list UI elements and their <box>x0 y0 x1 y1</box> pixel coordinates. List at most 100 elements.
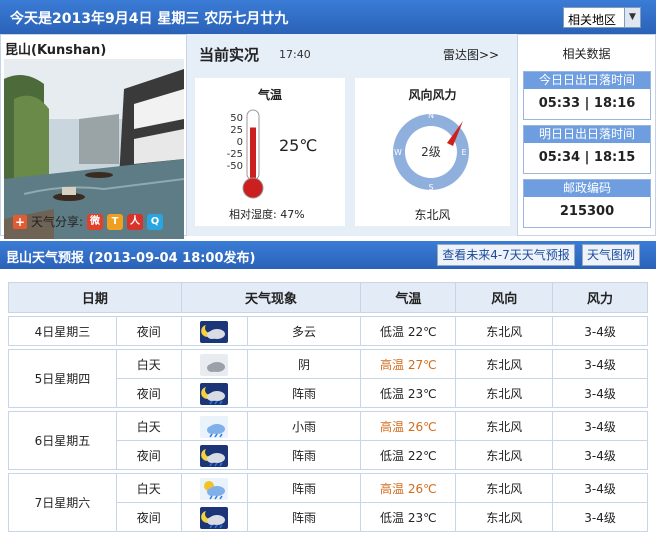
forecast-temp-value: 22℃ <box>407 324 437 339</box>
chevron-down-icon[interactable]: ▼ <box>624 8 640 27</box>
forecast-desc: 小雨 <box>246 411 362 441</box>
row-gap <box>8 407 648 412</box>
forecast-temp: 高温 26℃ <box>360 411 457 441</box>
compass-w: W <box>394 148 402 157</box>
forecast-icon-cell <box>180 440 248 470</box>
scale-label: 50 <box>230 113 243 124</box>
forecast-wind-force: 3-4级 <box>552 378 648 408</box>
forecast-desc: 阵雨 <box>246 473 362 503</box>
compass-s: S <box>428 183 433 192</box>
header-temp: 气温 <box>360 282 457 313</box>
forecast-wind-force: 3-4级 <box>552 349 648 379</box>
light-rain-icon <box>200 416 229 438</box>
table-row: 4日星期三 夜间 多云 低温 22℃ 东北风 3-4级 <box>8 316 648 346</box>
forecast-table: 日期 天气现象 气温 风向 风力 4日星期三 夜间 多云 低温 22℃ 东北风 3-4级 5… <box>8 282 648 532</box>
city-name: 昆山(Kunshan) <box>5 43 107 58</box>
thermometer-icon: 50 25 0 -25 -50 <box>227 109 264 199</box>
row-gap <box>8 345 648 350</box>
forecast-icon-cell <box>180 473 248 503</box>
scale-label: -25 <box>227 149 243 160</box>
night-shower-icon <box>200 445 229 467</box>
forecast-temp-label: 低温 <box>380 448 405 463</box>
forecast-temp-value: 26℃ <box>407 481 437 496</box>
forecast-wind-force: 3-4级 <box>552 440 648 470</box>
night-shower-icon <box>200 383 229 405</box>
qzone-icon[interactable]: Q <box>147 213 164 230</box>
forecast-date: 5日星期四 <box>8 349 117 408</box>
scale-label: 0 <box>237 137 243 148</box>
city-panel: 昆山(Kunshan) + 天气分享: 微 T 人 Q <box>0 34 187 239</box>
scale-label: -50 <box>227 161 243 172</box>
table-header-row: 日期 天气现象 气温 风向 风力 <box>8 282 648 313</box>
region-select-value: 相关地区 <box>568 13 617 27</box>
wind-title: 风向风力 <box>408 88 457 102</box>
sun-today-value: 05:33 | 18:16 <box>538 96 636 111</box>
compass-icon: N E S W 2级 <box>393 111 469 192</box>
header-weather: 天气现象 <box>180 282 362 313</box>
tencent-icon[interactable]: T <box>107 213 124 230</box>
forecast-desc: 阵雨 <box>246 440 362 470</box>
date-title: 今天是2013年9月4日 星期三 农历七月廿九 <box>10 11 289 27</box>
share-bar: + 天气分享: 微 T 人 Q <box>13 213 164 230</box>
radar-link[interactable]: 雷达图>> <box>443 48 500 62</box>
share-label: 天气分享: <box>31 215 84 229</box>
live-panel: 当前实况 17:40 雷达图>> 气温 50 25 0 -25 -50 25℃ … <box>187 34 517 236</box>
forecast-temp: 低温 23℃ <box>360 502 457 532</box>
zip-value: 215300 <box>559 204 615 219</box>
forecast-date: 6日星期五 <box>8 411 117 470</box>
temperature-value: 25℃ <box>279 136 318 155</box>
night-shower-icon <box>200 507 229 529</box>
forecast-desc: 阵雨 <box>246 378 362 408</box>
forecast-desc: 多云 <box>246 316 362 346</box>
temperature-title: 气温 <box>257 88 282 102</box>
forecast-date: 7日星期六 <box>8 473 117 532</box>
forecast-temp-value: 27℃ <box>407 357 437 372</box>
related-title: 相关数据 <box>562 47 611 61</box>
wind-direction: 东北风 <box>414 208 451 222</box>
forecast-icon-cell <box>180 349 248 379</box>
renren-icon[interactable]: 人 <box>127 213 144 230</box>
forecast-icon-cell <box>180 411 248 441</box>
header-wind-force: 风力 <box>552 282 648 313</box>
forecast-temp: 高温 26℃ <box>360 473 457 503</box>
future-forecast-button[interactable]: 查看未来4-7天天气预报 <box>437 244 575 266</box>
forecast-wind-dir: 东北风 <box>455 378 554 408</box>
sun-today-box: 今日日出日落时间 05:33 | 18:16 <box>523 71 651 120</box>
forecast-period: 夜间 <box>115 440 182 470</box>
live-time: 17:40 <box>279 48 311 61</box>
forecast-wind-dir: 东北风 <box>455 349 554 379</box>
weather-legend-button[interactable]: 天气图例 <box>582 244 640 266</box>
forecast-wind-force: 3-4级 <box>552 316 648 346</box>
table-row: 夜间 阵雨 低温 22℃ 东北风 3-4级 <box>9 440 648 470</box>
forecast-date: 4日星期三 <box>8 316 117 346</box>
sun-tomorrow-label: 明日日出日落时间 <box>524 126 650 143</box>
forecast-temp-label: 低温 <box>380 510 405 525</box>
header-date: 日期 <box>8 282 182 313</box>
table-row: 7日星期六 白天 阵雨 高温 26℃ 东北风 3-4级 <box>8 473 648 532</box>
forecast-icon-cell <box>180 316 248 346</box>
humidity: 相对湿度: 47% <box>229 208 305 221</box>
forecast-wind-dir: 东北风 <box>455 440 554 470</box>
plus-icon[interactable]: + <box>13 214 27 229</box>
overcast-icon <box>200 354 229 376</box>
region-select[interactable]: 相关地区 ▼ <box>563 7 641 28</box>
sun-tomorrow-box: 明日日出日落时间 05:34 | 18:15 <box>523 125 651 174</box>
wind-card: 风向风力 N E S W 2级 东北风 <box>355 78 510 226</box>
temperature-card: 气温 50 25 0 -25 -50 25℃ 相对湿度: 47% <box>195 78 345 226</box>
forecast-wind-force: 3-4级 <box>552 473 648 503</box>
forecast-wind-force: 3-4级 <box>552 411 648 441</box>
forecast-title: 昆山天气预报 (2013-09-04 18:00发布) <box>6 251 256 266</box>
forecast-temp: 低温 22℃ <box>360 440 457 470</box>
forecast-temp-label: 低温 <box>380 386 405 401</box>
zip-box: 邮政编码 215300 <box>523 179 651 228</box>
row-gap <box>8 312 648 317</box>
weibo-icon[interactable]: 微 <box>87 213 104 230</box>
table-row: 夜间 阵雨 低温 23℃ 东北风 3-4级 <box>9 502 648 532</box>
forecast-wind-dir: 东北风 <box>455 411 554 441</box>
forecast-period: 白天 <box>115 473 182 503</box>
forecast-period: 夜间 <box>115 502 182 532</box>
top-bar: 今天是2013年9月4日 星期三 农历七月廿九 相关地区 ▼ <box>0 0 656 34</box>
table-row: 夜间 阵雨 低温 23℃ 东北风 3-4级 <box>9 378 648 408</box>
forecast-icon-cell <box>180 378 248 408</box>
night-cloudy-icon <box>200 321 229 343</box>
